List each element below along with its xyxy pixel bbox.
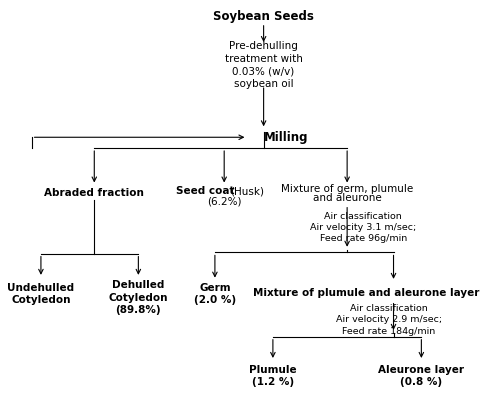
Text: and aleurone: and aleurone xyxy=(313,193,382,203)
Text: Pre-dehulling
treatment with
0.03% (w/v)
soybean oil: Pre-dehulling treatment with 0.03% (w/v)… xyxy=(224,42,302,89)
Text: Seed coat: Seed coat xyxy=(176,186,235,197)
Text: Milling: Milling xyxy=(264,131,308,144)
Text: Mixture of plumule and aleurone layer: Mixture of plumule and aleurone layer xyxy=(252,288,479,298)
Text: (Husk): (Husk) xyxy=(230,186,264,197)
Text: (6.2%): (6.2%) xyxy=(207,197,242,206)
Text: Plumule
(1.2 %): Plumule (1.2 %) xyxy=(249,365,296,387)
Text: Air classification
Air velocity 2.9 m/sec;
Feed rate 184g/min: Air classification Air velocity 2.9 m/se… xyxy=(336,304,442,335)
Text: Air classification
Air velocity 3.1 m/sec;
Feed rate 96g/min: Air classification Air velocity 3.1 m/se… xyxy=(310,212,416,243)
Text: Dehulled
Cotyledon
(89.8%): Dehulled Cotyledon (89.8%) xyxy=(108,280,168,315)
Text: Soybean Seeds: Soybean Seeds xyxy=(213,10,314,23)
Text: Abraded fraction: Abraded fraction xyxy=(44,188,144,199)
Text: Mixture of germ, plumule: Mixture of germ, plumule xyxy=(281,184,413,195)
Text: Undehulled
Cotyledon: Undehulled Cotyledon xyxy=(8,282,74,305)
Text: Germ
(2.0 %): Germ (2.0 %) xyxy=(194,282,236,305)
Text: Aleurone layer
(0.8 %): Aleurone layer (0.8 %) xyxy=(378,365,464,387)
